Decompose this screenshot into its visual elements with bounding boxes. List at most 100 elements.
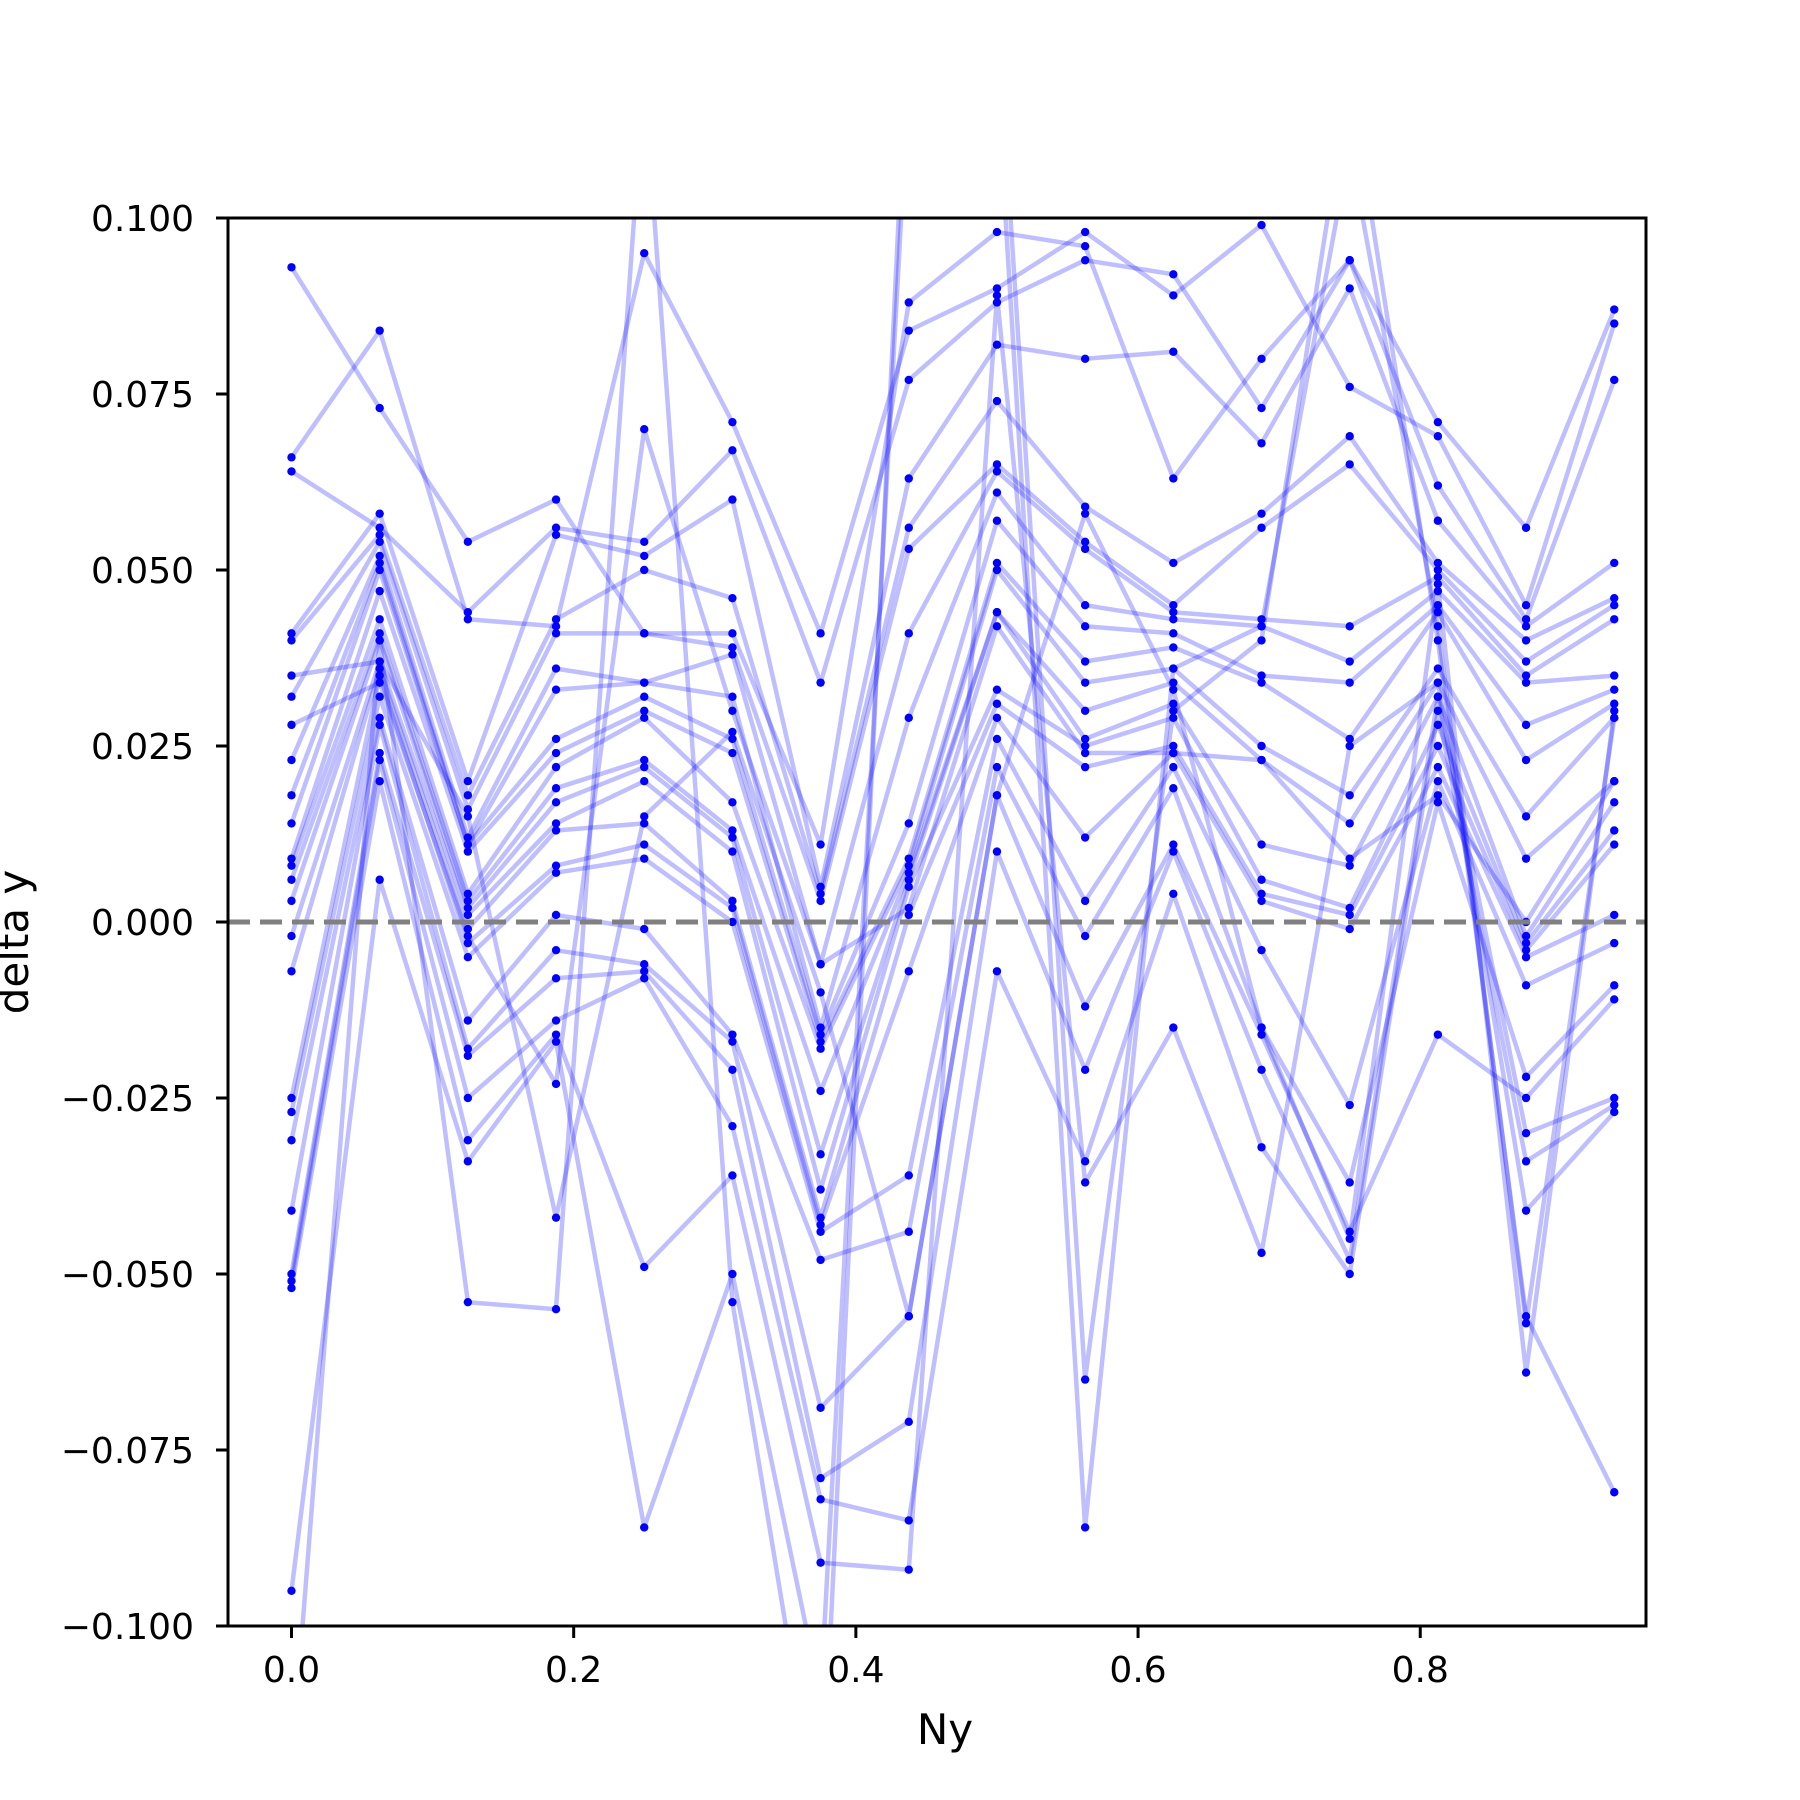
data-point — [1257, 439, 1266, 448]
data-point — [375, 629, 384, 638]
data-point — [287, 861, 296, 870]
data-point — [375, 678, 384, 687]
data-point — [1345, 861, 1354, 870]
data-point — [1345, 256, 1354, 265]
data-point — [551, 819, 561, 828]
data-point — [640, 678, 649, 687]
x-tick-label: 0.8 — [1392, 1650, 1449, 1691]
data-point — [1433, 692, 1443, 701]
y-tick-label: 0.100 — [91, 199, 194, 240]
series-line-10 — [289, 560, 1616, 1044]
data-point — [375, 403, 384, 413]
series-line-1 — [289, 229, 1617, 847]
data-point — [728, 1297, 737, 1307]
data-point — [1521, 678, 1531, 687]
data-point — [1521, 615, 1531, 624]
data-point — [728, 1030, 737, 1039]
data-point — [1345, 1234, 1354, 1244]
x-tick-label: 0.4 — [827, 1650, 884, 1691]
data-point — [816, 1150, 825, 1159]
data-point — [375, 615, 384, 624]
data-point — [1521, 622, 1531, 631]
data-point — [1169, 685, 1178, 694]
data-point — [1257, 636, 1266, 645]
data-point — [992, 622, 1002, 631]
data-point — [992, 516, 1002, 525]
data-point — [287, 629, 296, 638]
data-point — [463, 791, 473, 800]
data-point — [463, 840, 473, 849]
data-point — [1610, 671, 1619, 680]
data-point — [816, 629, 825, 638]
data-point — [904, 819, 913, 828]
data-point — [1345, 741, 1354, 751]
data-point — [1345, 819, 1354, 828]
data-point — [1080, 748, 1090, 758]
data-point — [1080, 657, 1090, 666]
data-point — [992, 791, 1002, 800]
data-point — [1169, 1023, 1178, 1032]
data-point — [992, 847, 1002, 856]
data-point — [1257, 1248, 1266, 1258]
data-point — [551, 664, 561, 673]
data-point — [640, 960, 649, 969]
data-point — [640, 974, 649, 983]
data-point — [1433, 664, 1443, 673]
data-point — [551, 1213, 561, 1222]
data-point — [1345, 903, 1354, 913]
data-point — [1345, 791, 1354, 800]
data-point — [816, 896, 825, 906]
data-point — [1610, 699, 1619, 708]
data-point — [728, 727, 737, 737]
data-point — [816, 1185, 825, 1194]
data-point — [1080, 1523, 1090, 1532]
data-point — [375, 657, 384, 666]
data-point — [287, 931, 296, 941]
data-point — [1345, 924, 1354, 934]
series-line-19 — [289, 722, 1616, 1411]
data-point — [375, 671, 384, 680]
series-line-2 — [289, 222, 1617, 636]
data-point — [1080, 1065, 1090, 1075]
data-point — [1080, 706, 1090, 715]
data-point — [551, 1079, 561, 1089]
data-point — [463, 833, 473, 842]
data-point — [375, 551, 384, 561]
data-point — [640, 812, 649, 821]
data-point — [816, 1227, 825, 1236]
series-line-8 — [289, 490, 1615, 1030]
data-point — [1433, 432, 1443, 441]
data-point — [1521, 671, 1531, 680]
data-point — [463, 924, 473, 934]
data-point — [1257, 945, 1266, 955]
data-point — [551, 685, 561, 694]
data-point — [992, 608, 1002, 617]
y-tick-label: −0.025 — [61, 1079, 194, 1120]
data-point — [728, 495, 737, 504]
data-point — [1169, 762, 1178, 772]
data-point — [1080, 509, 1090, 518]
data-point — [1169, 558, 1178, 568]
data-point — [1080, 227, 1090, 237]
data-point — [816, 1558, 825, 1567]
data-point — [904, 967, 913, 976]
data-point — [1169, 629, 1178, 638]
data-point — [1521, 1157, 1531, 1166]
data-point — [1169, 840, 1178, 849]
data-point — [463, 777, 473, 786]
data-point — [1433, 417, 1443, 427]
data-point — [463, 903, 473, 913]
data-point — [1257, 523, 1266, 532]
data-point — [287, 1093, 296, 1103]
data-point — [1080, 622, 1090, 631]
series-line-3 — [290, 257, 1617, 685]
data-point — [1080, 741, 1090, 751]
data-point — [1080, 241, 1090, 251]
series-line-6 — [289, 462, 1616, 904]
series-line-9 — [289, 518, 1616, 1037]
data-point — [1610, 826, 1619, 835]
data-point — [287, 263, 296, 272]
data-point — [1080, 678, 1090, 687]
data-point — [904, 629, 913, 638]
